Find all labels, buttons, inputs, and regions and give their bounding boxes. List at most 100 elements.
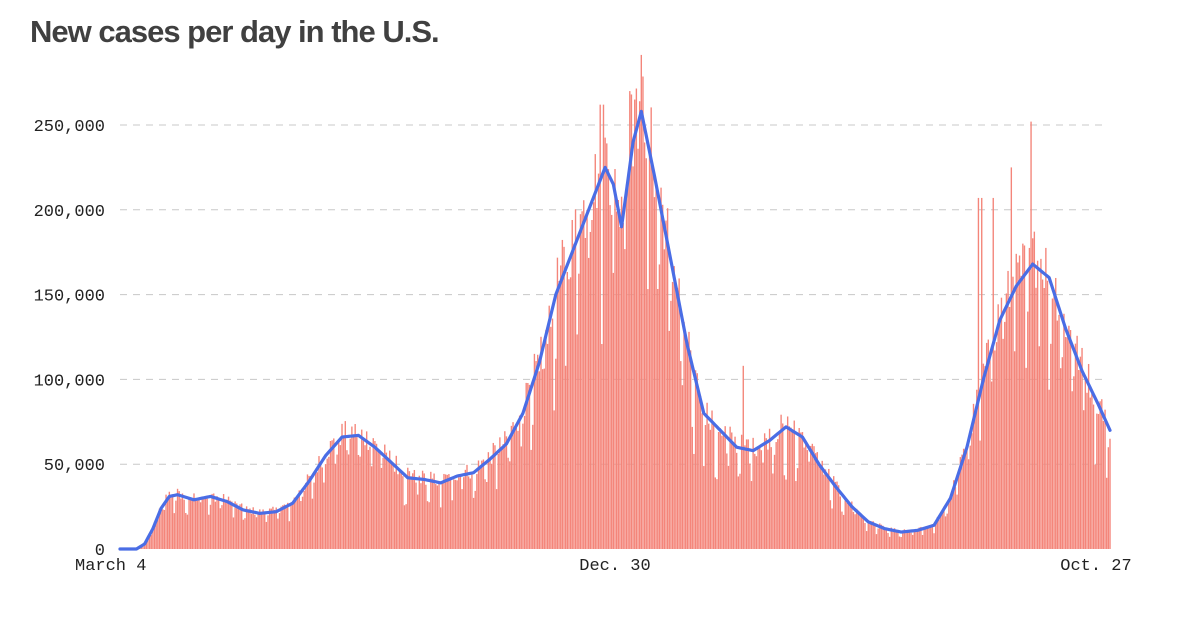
- bar: [356, 437, 358, 549]
- bar: [698, 394, 700, 549]
- bar: [972, 403, 975, 549]
- bar: [754, 453, 756, 549]
- bar: [928, 526, 930, 549]
- bar: [316, 472, 319, 549]
- bar: [459, 475, 462, 549]
- bar: [966, 447, 968, 549]
- bar: [231, 501, 233, 549]
- bar: [962, 448, 965, 549]
- bar: [976, 389, 978, 549]
- bar: [813, 446, 815, 549]
- bar: [888, 536, 891, 549]
- bar: [181, 493, 184, 549]
- bar: [1051, 298, 1054, 549]
- bar: [862, 516, 865, 549]
- bar: [275, 507, 277, 549]
- bar: [208, 514, 210, 549]
- bar: [323, 482, 325, 549]
- bar: [885, 527, 888, 549]
- bar: [310, 476, 312, 549]
- bar: [900, 537, 902, 549]
- bar: [1066, 337, 1068, 549]
- bar: [990, 381, 993, 549]
- bar: [282, 505, 284, 549]
- bar: [520, 446, 522, 549]
- y-tick-label: 100,000: [34, 372, 105, 391]
- bar: [877, 528, 879, 549]
- bar: [689, 350, 692, 549]
- bar: [925, 526, 927, 549]
- bar: [495, 489, 498, 549]
- bar: [1101, 399, 1103, 549]
- bar: [727, 465, 730, 549]
- bar: [864, 523, 866, 549]
- bar: [622, 223, 624, 549]
- bar: [1104, 409, 1106, 549]
- bar: [839, 496, 841, 549]
- bar: [390, 464, 393, 549]
- bar: [806, 450, 809, 549]
- bar: [755, 456, 758, 549]
- bar: [814, 453, 817, 549]
- bar: [185, 512, 187, 549]
- bar: [923, 527, 925, 549]
- bar: [466, 464, 468, 549]
- bar: [934, 523, 937, 549]
- bar: [969, 445, 971, 549]
- bar: [556, 257, 559, 549]
- bar: [643, 142, 646, 549]
- bar: [640, 54, 642, 550]
- bar: [773, 454, 776, 549]
- bar: [431, 478, 434, 549]
- bar: [560, 265, 562, 549]
- bar: [1092, 404, 1095, 549]
- bar: [918, 527, 920, 549]
- bar: [1059, 368, 1062, 549]
- bar: [1045, 247, 1047, 549]
- bar: [502, 444, 504, 549]
- bar: [548, 305, 550, 549]
- bar: [1107, 447, 1110, 549]
- bar: [592, 202, 595, 550]
- bar: [663, 249, 666, 549]
- bar: [951, 490, 953, 549]
- bar: [650, 107, 652, 549]
- bar: [625, 184, 628, 549]
- bar: [229, 500, 231, 549]
- bar: [1020, 275, 1022, 549]
- bar: [586, 209, 588, 550]
- bar: [464, 469, 467, 549]
- bar: [463, 477, 465, 549]
- bar: [199, 502, 202, 549]
- bar: [222, 494, 225, 549]
- bar: [874, 523, 876, 549]
- bar: [913, 529, 915, 549]
- bar: [561, 239, 564, 549]
- bar: [638, 101, 641, 550]
- bar: [833, 476, 835, 549]
- bar: [903, 529, 906, 549]
- bar: [268, 508, 271, 549]
- bar: [778, 432, 781, 549]
- bar: [852, 511, 855, 549]
- bar: [513, 430, 516, 549]
- bar: [630, 94, 633, 549]
- bar: [201, 498, 203, 549]
- bar: [742, 365, 744, 549]
- bar: [518, 415, 521, 549]
- bar: [1064, 336, 1067, 549]
- bar: [318, 456, 320, 549]
- bar: [190, 498, 192, 549]
- bar: [487, 452, 490, 549]
- bar: [895, 531, 897, 549]
- bar: [660, 187, 662, 549]
- bar: [583, 200, 585, 549]
- bar: [744, 445, 746, 549]
- bar: [153, 521, 156, 549]
- bar: [599, 104, 601, 550]
- bar: [691, 426, 693, 549]
- bar: [614, 169, 616, 549]
- bar: [454, 479, 457, 549]
- bar: [974, 416, 976, 549]
- bar: [334, 463, 337, 549]
